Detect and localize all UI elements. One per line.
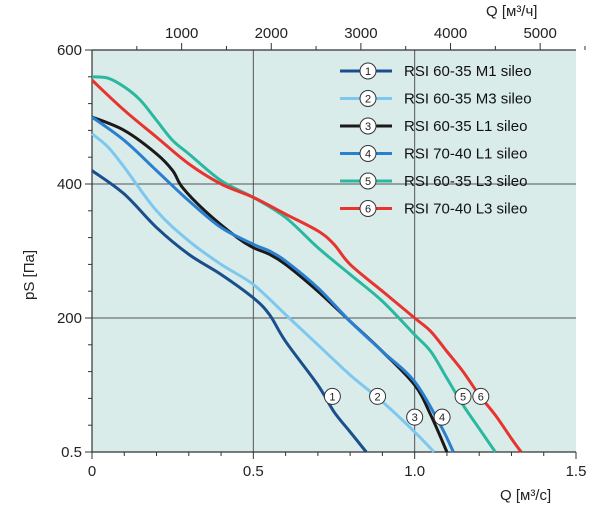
legend-number-circle-3 [359, 117, 377, 135]
x-tick-label-top: 2000 [255, 25, 288, 42]
curve-number-labels: 1 2 3 4 5 6 [323, 387, 490, 426]
curve-label-number-4: 4 [439, 412, 445, 424]
legend-number-circle-4 [359, 145, 377, 162]
legend-number-2: 2 [365, 94, 371, 106]
curve-label-number-2: 2 [374, 391, 380, 403]
legend-number-1: 1 [365, 66, 371, 78]
curve-label-circle-2 [369, 387, 387, 405]
curve-label-circle-5 [454, 387, 472, 405]
legend-number-4: 4 [365, 149, 371, 161]
series-line-4 [91, 115, 455, 453]
legend-number-6: 6 [365, 204, 371, 216]
y-tick-label: 200 [57, 310, 82, 327]
curve-label-circle-4 [433, 408, 451, 426]
x-axis-title-top: Q [м³/ч] [486, 3, 537, 20]
x-tick-label-top: 1000 [165, 25, 198, 42]
curve-label-circle-1 [323, 387, 341, 405]
legend-number-circle-1 [359, 62, 377, 80]
x-tick-label-top: 3000 [344, 25, 377, 42]
curve-label-number-6: 6 [478, 391, 484, 403]
y-tick-label: 600 [57, 42, 82, 59]
x-tick-label-bottom: 0.5 [243, 463, 264, 480]
curve-label-circle-3 [406, 408, 424, 426]
legend-number-3: 3 [365, 121, 371, 133]
x-tick-label-top: 4000 [434, 25, 467, 42]
curve-label-number-3: 3 [412, 412, 418, 424]
y-axis-title: pS [Па] [21, 250, 38, 300]
legend-label-4: RSI 70-40 L1 sileo [404, 146, 527, 163]
legend-number-circle-6 [359, 200, 377, 217]
x-tick-label-top: 5000 [523, 25, 556, 42]
legend-number-circle-5 [359, 172, 377, 190]
legend-number-5: 5 [365, 176, 371, 188]
x-tick-label-bottom: 0 [88, 463, 96, 480]
y-tick-label: 0.5 [61, 444, 82, 461]
x-tick-label-bottom: 1.0 [404, 463, 425, 480]
series-line-5 [91, 75, 497, 453]
legend-label-5: RSI 60-35 L3 sileo [404, 173, 527, 190]
x-axis-title-bottom: Q [м³/с] [500, 487, 551, 504]
axes: 0 0.5 1.0 1.5 1000 2000 3000 4000 5000 0.5 200 400 6… [57, 25, 586, 480]
legend-label-3: RSI 60-35 L1 sileo [404, 118, 527, 135]
legend-number-circle-2 [359, 90, 377, 107]
legend-label-6: RSI 70-40 L3 sileo [404, 201, 527, 218]
legend-label-2: RSI 60-35 M3 sileo [404, 91, 532, 108]
curve-label-number-5: 5 [460, 391, 466, 403]
y-tick-label: 400 [57, 176, 82, 193]
plot-background [92, 50, 576, 452]
x-tick-label-bottom: 1.5 [566, 463, 587, 480]
curve-label-circle-6 [472, 387, 490, 405]
curve-label-number-1: 1 [329, 391, 335, 403]
series-line-1 [91, 169, 368, 453]
legend: 1 RSI 60-35 M1 sileo 2 RSI 60-35 M3 sileo 3 R… [340, 62, 532, 218]
legend-label-1: RSI 60-35 M1 sileo [404, 63, 532, 80]
